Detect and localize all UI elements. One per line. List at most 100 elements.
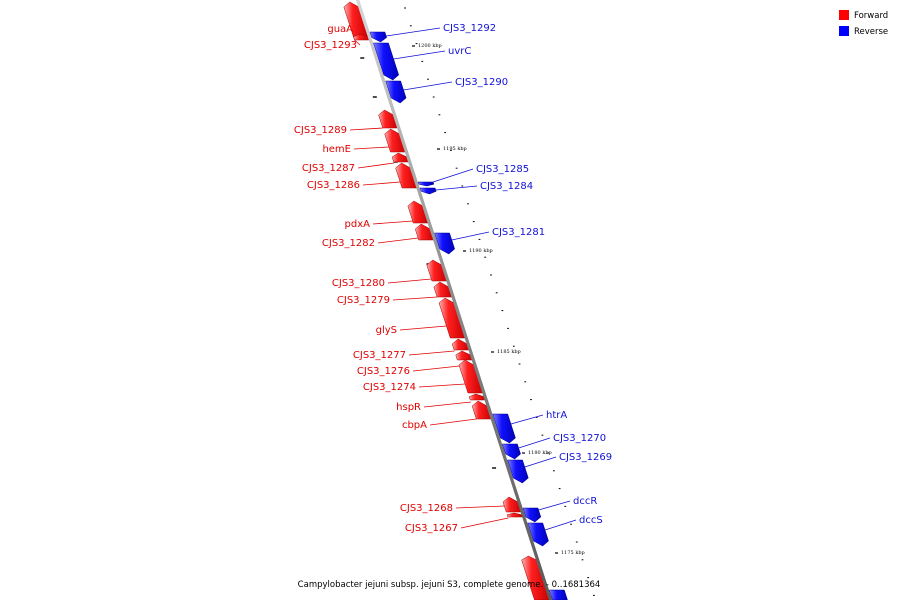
label-leader-lines: [349, 27, 577, 531]
gene-label-cjs3-1274: CJS3_1274: [363, 382, 416, 393]
gene-cjs3-1290: [385, 80, 407, 104]
gene-dccs: [527, 522, 549, 547]
scale-label: 1190 kbp: [469, 248, 493, 254]
gene-label-cjs3-1292: CJS3_1292: [443, 23, 496, 34]
leader-line: [538, 500, 571, 511]
leader-line: [403, 81, 453, 91]
gene-label-cjs3-1286: CJS3_1286: [307, 180, 360, 191]
leader-line: [524, 456, 557, 468]
leader-line: [387, 278, 432, 284]
scale-label: 1200 kbp: [418, 43, 442, 49]
gene-label-cjs3-1282: CJS3_1282: [322, 238, 375, 249]
leader-line: [429, 418, 477, 426]
gene-cjs3-1281: [434, 232, 455, 255]
gene-labels: guaA CJS3_1293 CJS3_1289 hemE CJS3_1287 CJS3_…: [294, 23, 612, 534]
gene-htra: [492, 413, 516, 444]
scale-label: 1180 kbp: [528, 450, 552, 456]
gene-label-cjs3-1269: CJS3_1269: [559, 452, 612, 463]
gene-cjs3-1269: [507, 459, 529, 484]
gene-label-glys: glyS: [376, 325, 397, 336]
leader-line: [412, 365, 460, 372]
leader-line: [354, 39, 361, 46]
gene-label-guaa: guaA: [327, 24, 353, 35]
legend-label-forward: Forward: [854, 11, 888, 21]
map-caption: Campylobacter jejuni subsp. jejuni S3, c…: [298, 580, 601, 590]
gene-cjs3-1268: [502, 496, 522, 513]
legend-label-reverse: Reverse: [854, 27, 888, 37]
gene-label-cjs3-1280: CJS3_1280: [332, 278, 385, 289]
gene-cjs3-1276: [455, 350, 473, 361]
gene-cbpa: [471, 400, 492, 420]
leader-line: [518, 437, 551, 449]
gene-label-pdxa: pdxA: [345, 219, 371, 230]
scale-label: 1185 kbp: [497, 349, 521, 355]
leader-line: [451, 231, 490, 241]
gene-cjs3-1274: [458, 359, 484, 394]
leader-line: [432, 168, 474, 183]
leader-line: [377, 237, 419, 244]
gene-label-cjs3-1279: CJS3_1279: [337, 295, 390, 306]
gene-cjs3-1293: [353, 33, 370, 41]
gene-label-cjs3-1270: CJS3_1270: [553, 433, 606, 444]
gene-cjs3-1282: [414, 223, 435, 241]
gene-label-cbpa: cbpA: [402, 420, 427, 431]
gene-dccr: [522, 507, 542, 523]
gene-label-cjs3-1289: CJS3_1289: [294, 125, 347, 136]
gene-uvrc: [373, 42, 400, 81]
leader-line: [399, 325, 447, 331]
gene-cjs3-1270: [502, 443, 521, 460]
gene-label-cjs3-1276: CJS3_1276: [357, 366, 410, 377]
gene-label-cjs3-1285: CJS3_1285: [476, 164, 529, 175]
gene-cjs3-1267: [506, 512, 524, 518]
leader-line: [393, 50, 446, 60]
scale-label: 1195 kbp: [443, 146, 467, 152]
gene-label-hspr: hspR: [396, 402, 421, 413]
gene-pdxa: [407, 200, 429, 224]
leader-line: [392, 296, 438, 301]
gene-cjs3-1277: [451, 338, 470, 351]
gene-label-cjs3-1277: CJS3_1277: [353, 350, 406, 361]
backbone-line: [355, 0, 553, 600]
gene-label-dccs: dccS: [579, 515, 603, 526]
gene-cjs3-1280: [426, 259, 448, 282]
gene-cjs3-1285: [417, 181, 435, 187]
gene-cjs3-1289: [378, 109, 399, 129]
gene-label-cjs3-1287: CJS3_1287: [302, 163, 355, 174]
legend: Forward Reverse: [839, 10, 888, 37]
gene-label-cjs3-1290: CJS3_1290: [455, 77, 508, 88]
gene-label-cjs3-1284: CJS3_1284: [480, 181, 533, 192]
gene-cjs3-1279: [433, 281, 453, 298]
leader-line: [353, 146, 389, 150]
gene-label-dccr: dccR: [573, 496, 597, 507]
gene-label-heme: hemE: [322, 144, 351, 155]
backbone: [355, 0, 553, 600]
gene-label-htra: htrA: [546, 410, 567, 421]
legend-swatch-forward: [839, 10, 849, 20]
leader-line: [455, 505, 505, 509]
leader-line: [544, 519, 577, 531]
leader-line: [349, 127, 383, 131]
leader-line: [460, 517, 509, 529]
gene-label-cjs3-1281: CJS3_1281: [492, 227, 545, 238]
legend-swatch-reverse: [839, 26, 849, 36]
gene-cjs3-1284: [419, 187, 437, 195]
gene-heme: [384, 128, 406, 153]
leader-line: [510, 414, 544, 425]
gene-glys: [438, 297, 466, 339]
leader-line: [423, 401, 471, 408]
leader-line: [408, 350, 455, 356]
gene-hspr: [468, 393, 486, 401]
gene-label-uvrc: uvrC: [448, 46, 471, 57]
gene-unlabeled-forward: [521, 555, 550, 600]
leader-line: [386, 27, 441, 37]
leader-line: [362, 181, 401, 186]
leader-line: [372, 220, 413, 225]
scale-labels: 1200 kbp 1195 kbp 1190 kbp 1185 kbp 1180 kbp…: [412, 43, 585, 556]
leader-line: [418, 383, 466, 388]
gene-features: [343, 1, 568, 600]
gene-cjs3-1286: [395, 162, 418, 189]
scale-label: 1175 kbp: [561, 550, 585, 556]
gene-label-cjs3-1267: CJS3_1267: [405, 523, 458, 534]
gene-cjs3-1287: [391, 152, 410, 163]
